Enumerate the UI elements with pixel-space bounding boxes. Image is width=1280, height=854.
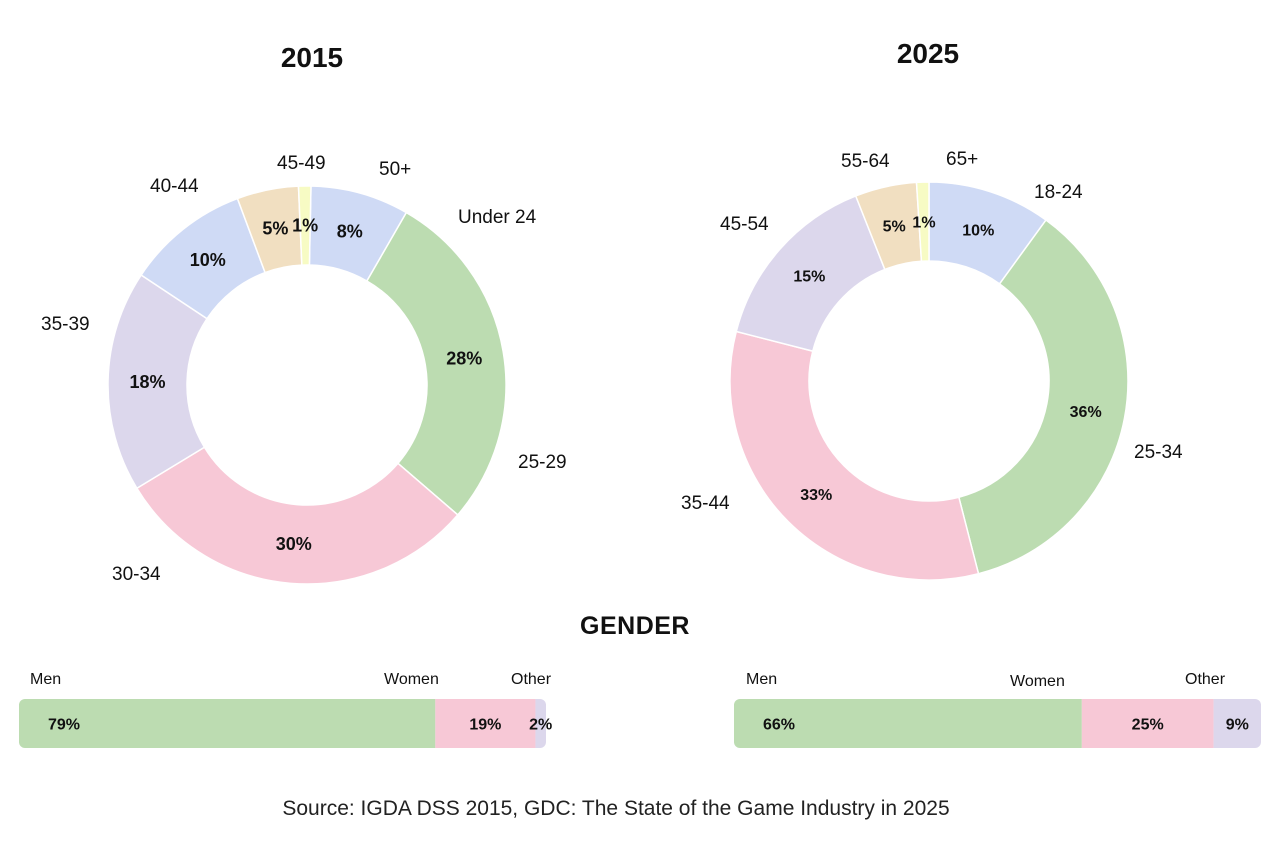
gender-2025-category-label-other: Other	[1185, 671, 1226, 688]
donut-2025-value-label-65plus: 1%	[912, 215, 935, 232]
donut-2015-category-label-under-24: Under 24	[458, 207, 537, 228]
donut-2015-value-label-25-29: 28%	[446, 348, 482, 368]
donut-2025-value-label-18-24: 10%	[962, 222, 994, 239]
donut-2025-value-label-55-64: 5%	[883, 218, 906, 235]
donut-2015-value-label-30-34: 30%	[276, 534, 312, 554]
donut-2015-category-label-35-39: 35-39	[41, 314, 90, 335]
donut-2025-category-label-55-64: 55-64	[841, 151, 890, 172]
donut-2015-value-label-40-44: 10%	[190, 250, 226, 270]
chart-title-2025: 2025	[897, 38, 959, 69]
donut-2015-slice-50plus	[297, 185, 312, 266]
gender-2015-category-label-women: Women	[384, 671, 439, 688]
gender-2015-category-label-men: Men	[30, 671, 61, 688]
gender-2025-category-label-women: Women	[1010, 673, 1065, 690]
donut-2025-category-label-25-34: 25-34	[1134, 442, 1183, 463]
donut-2015-category-label-25-29: 25-29	[518, 452, 567, 473]
donut-2025-category-label-35-44: 35-44	[681, 493, 730, 514]
donut-2025-slice-25-34	[957, 218, 1129, 575]
gender-2015-bar-other	[535, 699, 546, 748]
gender-2015-value-label-other: 2%	[529, 717, 552, 734]
donut-2025-slice-35-44	[729, 330, 980, 581]
donut-2025-value-label-35-44: 33%	[800, 487, 832, 504]
donut-2025-category-label-45-54: 45-54	[720, 214, 769, 235]
chart-title-2015: 2015	[281, 42, 343, 73]
source-note: Source: IGDA DSS 2015, GDC: The State of…	[282, 797, 950, 820]
gender-2015-bar-men	[19, 699, 436, 748]
donut-2015-slice-25-29	[365, 211, 507, 516]
donut-2025-category-label-18-24: 18-24	[1034, 182, 1083, 203]
gender-2025-bar-men	[734, 699, 1082, 748]
donut-2015-value-label-35-39: 18%	[130, 372, 166, 392]
gender-2025-bar-women	[1081, 699, 1214, 748]
donut-2015-category-label-45-49: 45-49	[277, 153, 326, 174]
gender-2015-value-label-women: 19%	[469, 717, 501, 734]
donut-2025-value-label-45-54: 15%	[793, 269, 825, 286]
donut-2025-slice-65plus	[915, 181, 930, 263]
gender-2015-bar-women	[435, 699, 536, 748]
donut-2015-value-label-45-49: 5%	[262, 219, 288, 239]
gender-section-title: GENDER	[580, 612, 690, 640]
donut-2025-value-label-25-34: 36%	[1070, 404, 1102, 421]
donut-2015-slice-35-39	[107, 273, 209, 490]
donut-2025-category-label-65plus: 65+	[946, 149, 978, 170]
gender-2025-value-label-other: 9%	[1226, 717, 1249, 734]
donut-2015-value-label-50plus: 1%	[292, 216, 318, 236]
donut-2015-category-label-40-44: 40-44	[150, 176, 199, 197]
donut-2015-value-label-under-24: 8%	[337, 221, 363, 241]
gender-2025-value-label-women: 25%	[1132, 717, 1164, 734]
gender-2015-value-label-men: 79%	[48, 717, 80, 734]
gender-2015-category-label-other: Other	[511, 671, 552, 688]
donut-2015-category-label-30-34: 30-34	[112, 564, 161, 585]
donut-2015-category-label-50plus: 50+	[379, 159, 411, 180]
gender-2025-category-label-men: Men	[746, 671, 777, 688]
gender-2025-bar-other	[1213, 699, 1261, 748]
gender-2025-value-label-men: 66%	[763, 717, 795, 734]
donut-2015-slice-30-34	[135, 446, 459, 585]
